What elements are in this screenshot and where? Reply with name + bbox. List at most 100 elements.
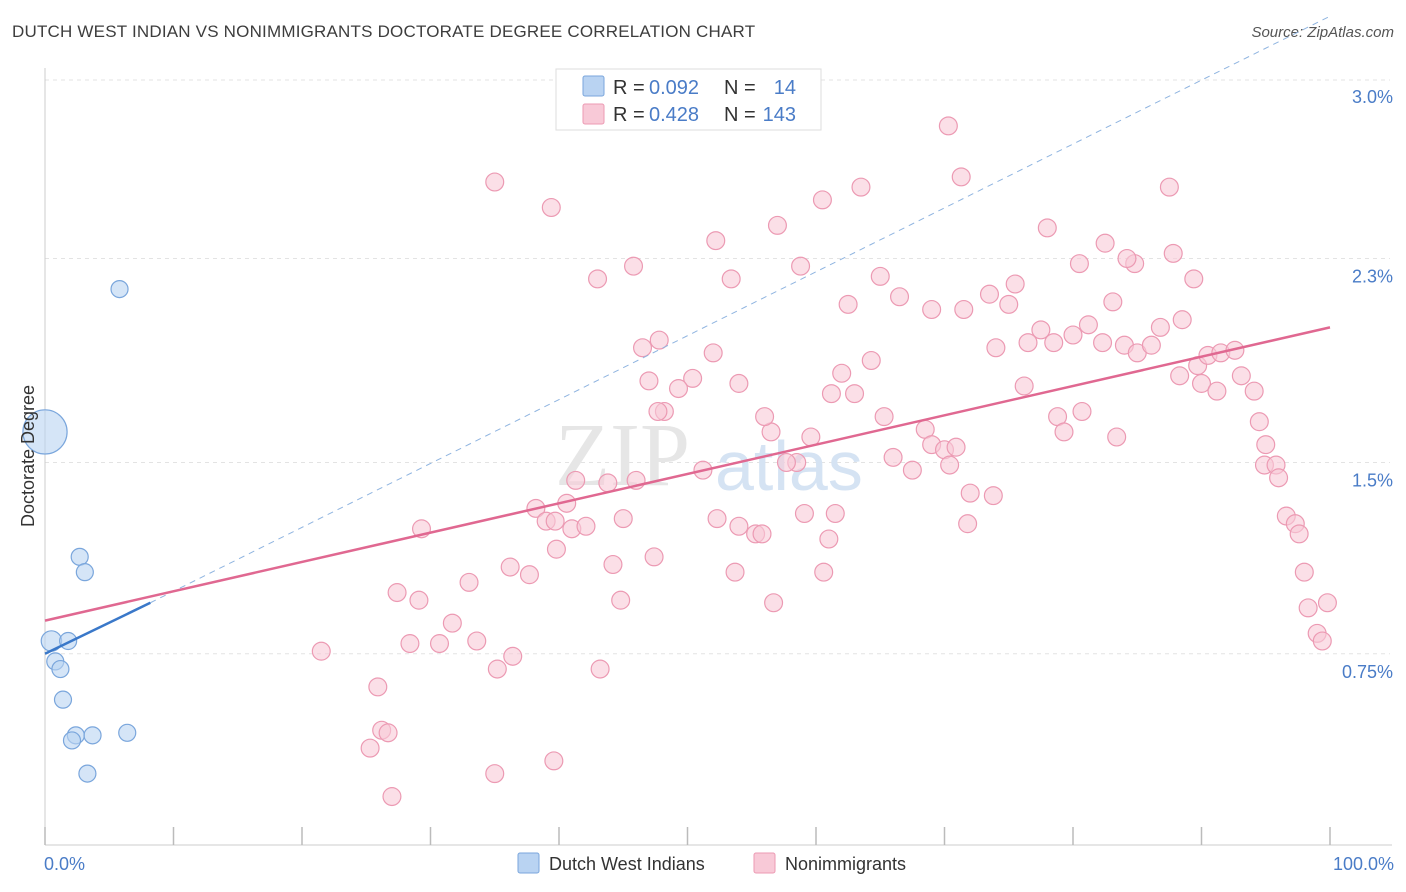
point-nonimmigrants	[707, 509, 727, 529]
point-nonimmigrants	[1256, 435, 1276, 455]
point-nonimmigrants	[1072, 401, 1092, 422]
point-nonimmigrants	[1312, 631, 1332, 651]
point-nonimmigrants	[1159, 177, 1179, 197]
data-points	[22, 116, 1337, 807]
point-nonimmigrants	[1317, 593, 1337, 613]
point-nonimmigrants	[1005, 274, 1025, 294]
x-tick-label: 100.0%	[1333, 854, 1394, 874]
point-nonimmigrants	[791, 256, 811, 276]
bottom-legend-swatch-dutch-west-indians	[517, 852, 540, 874]
point-nonimmigrants	[409, 590, 429, 610]
point-nonimmigrants	[752, 524, 772, 544]
point-nonimmigrants	[613, 509, 633, 529]
point-nonimmigrants	[954, 299, 974, 320]
point-nonimmigrants	[821, 384, 841, 404]
trend-line-nonimmigrants	[44, 326, 1331, 622]
point-nonimmigrants	[648, 401, 668, 422]
point-nonimmigrants	[721, 269, 741, 289]
point-nonimmigrants	[706, 231, 726, 251]
y-tick-label: 1.5%	[1352, 471, 1393, 491]
point-nonimmigrants	[767, 215, 787, 235]
point-nonimmigrants	[902, 460, 922, 480]
point-dutch-west-indians	[51, 659, 70, 679]
point-nonimmigrants	[1172, 310, 1192, 330]
point-nonimmigrants	[668, 379, 689, 399]
point-nonimmigrants	[603, 554, 623, 575]
point-nonimmigrants	[368, 677, 388, 697]
point-nonimmigrants	[1141, 335, 1161, 355]
point-nonimmigrants	[1103, 292, 1123, 312]
point-nonimmigrants	[1191, 373, 1212, 393]
point-nonimmigrants	[1095, 233, 1115, 253]
legend: R = 0.092 N = 14 R = 0.428 N = 143	[555, 68, 822, 131]
legend-n-value-1: 143	[763, 104, 796, 126]
point-dutch-west-indians	[70, 547, 89, 566]
point-nonimmigrants	[960, 483, 980, 503]
point-nonimmigrants	[576, 516, 596, 536]
point-nonimmigrants	[1037, 218, 1057, 238]
point-nonimmigrants	[442, 613, 462, 633]
legend-r-value-1: 0.428	[649, 104, 699, 126]
legend-n-label-1: N =	[724, 104, 756, 126]
point-nonimmigrants	[1163, 243, 1183, 263]
point-nonimmigrants	[861, 350, 881, 371]
bottom-legend-label-dutch-west-indians: Dutch West Indians	[549, 854, 705, 874]
point-nonimmigrants	[1150, 317, 1170, 337]
point-nonimmigrants	[776, 452, 796, 473]
point-nonimmigrants	[1117, 248, 1137, 269]
point-nonimmigrants	[545, 511, 565, 531]
y-tick-label: 3.0%	[1352, 87, 1393, 107]
point-nonimmigrants	[870, 266, 890, 286]
watermark: ZIP atlas	[555, 406, 863, 505]
legend-n-value-0: 14	[774, 77, 796, 99]
point-nonimmigrants	[378, 723, 398, 743]
point-nonimmigrants	[890, 287, 910, 307]
point-nonimmigrants	[1014, 376, 1034, 396]
point-nonimmigrants	[1044, 333, 1064, 353]
point-nonimmigrants	[598, 473, 618, 493]
point-nonimmigrants	[624, 256, 644, 276]
legend-swatch-dutch-west-indians	[582, 75, 605, 97]
trend-lines	[44, 15, 1331, 655]
chart-title: DUTCH WEST INDIAN VS NONIMMIGRANTS DOCTO…	[12, 22, 756, 41]
y-tick-label: 2.3%	[1352, 267, 1393, 287]
point-nonimmigrants	[764, 593, 784, 613]
point-dutch-west-indians	[118, 723, 137, 742]
point-nonimmigrants	[1184, 269, 1204, 289]
point-nonimmigrants	[644, 547, 664, 567]
point-nonimmigrants	[503, 646, 523, 666]
point-nonimmigrants	[940, 455, 960, 475]
bottom-legend-label-nonimmigrants: Nonimmigrants	[785, 854, 906, 874]
point-dutch-west-indians	[75, 563, 94, 582]
point-nonimmigrants	[814, 562, 834, 582]
point-nonimmigrants	[725, 562, 745, 582]
point-nonimmigrants	[1093, 333, 1113, 353]
bottom-legend: Dutch West Indians Nonimmigrants	[517, 852, 906, 874]
point-nonimmigrants	[986, 338, 1006, 358]
point-nonimmigrants	[874, 407, 894, 427]
point-nonimmigrants	[649, 330, 669, 350]
point-nonimmigrants	[703, 343, 723, 363]
trend-line-dutch-west-indians	[44, 601, 151, 655]
point-nonimmigrants	[1054, 422, 1074, 442]
legend-swatch-nonimmigrants	[582, 103, 605, 125]
legend-r-value-0: 0.092	[649, 77, 699, 99]
point-nonimmigrants	[1269, 468, 1289, 488]
point-nonimmigrants	[794, 503, 814, 524]
bottom-legend-swatch-nonimmigrants	[753, 852, 776, 874]
y-axis-title: Doctorate Degree	[18, 385, 38, 527]
watermark-zip: ZIP	[555, 406, 690, 505]
point-nonimmigrants	[1031, 320, 1051, 340]
point-dutch-west-indians	[110, 280, 129, 299]
point-nonimmigrants	[983, 486, 1003, 506]
point-dutch-west-indians	[62, 731, 82, 750]
point-nonimmigrants	[588, 269, 608, 289]
point-dutch-west-indians	[83, 726, 102, 745]
point-nonimmigrants	[311, 641, 331, 661]
point-nonimmigrants	[683, 368, 703, 388]
point-nonimmigrants	[812, 190, 832, 210]
axes: 0.75% 1.5% 2.3% 3.0% 0.0% 100.0%	[44, 68, 1394, 874]
chart-source: Source: ZipAtlas.com	[1251, 24, 1394, 41]
point-dutch-west-indians	[78, 764, 97, 783]
point-nonimmigrants	[1294, 562, 1314, 582]
